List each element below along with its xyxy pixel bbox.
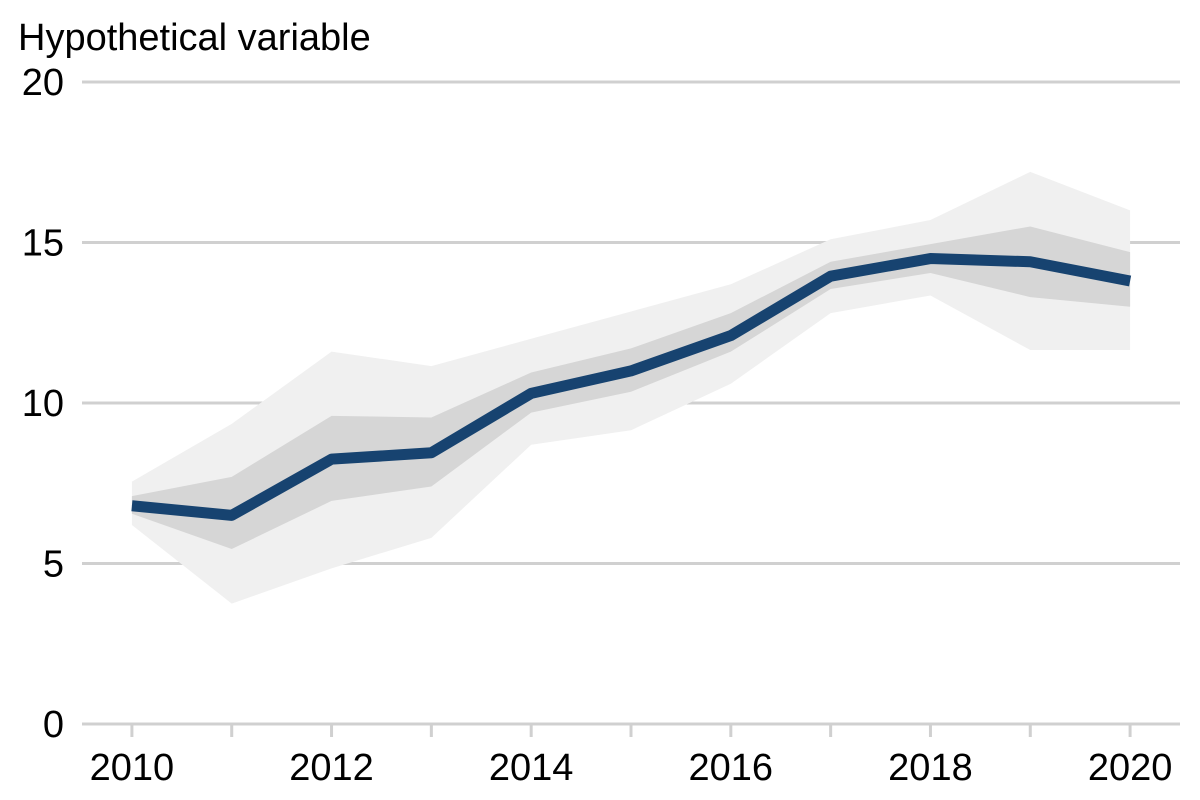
y-tick-label-5: 5 <box>43 544 64 586</box>
y-tick-label-10: 10 <box>22 383 64 425</box>
x-tick-label-2012: 2012 <box>289 747 374 789</box>
inner-band <box>131 226 1131 550</box>
x-tick-label-2010: 2010 <box>90 747 175 789</box>
label-layer: 0 5 10 15 20 2010 2012 2014 2016 2018 2020 <box>22 62 1173 789</box>
x-tick-label-2020: 2020 <box>1088 747 1173 789</box>
y-tick-label-15: 15 <box>22 223 64 265</box>
y-tick-label-0: 0 <box>43 704 64 746</box>
x-tick-label-2018: 2018 <box>888 747 973 789</box>
axis-layer <box>82 722 1180 737</box>
band-layer <box>131 171 1131 604</box>
y-tick-label-20: 20 <box>22 62 64 104</box>
line-layer <box>131 253 1132 521</box>
y-axis-title: Hypothetical variable <box>18 17 371 59</box>
x-tick-label-2014: 2014 <box>489 747 574 789</box>
x-tick-label-2016: 2016 <box>689 747 774 789</box>
